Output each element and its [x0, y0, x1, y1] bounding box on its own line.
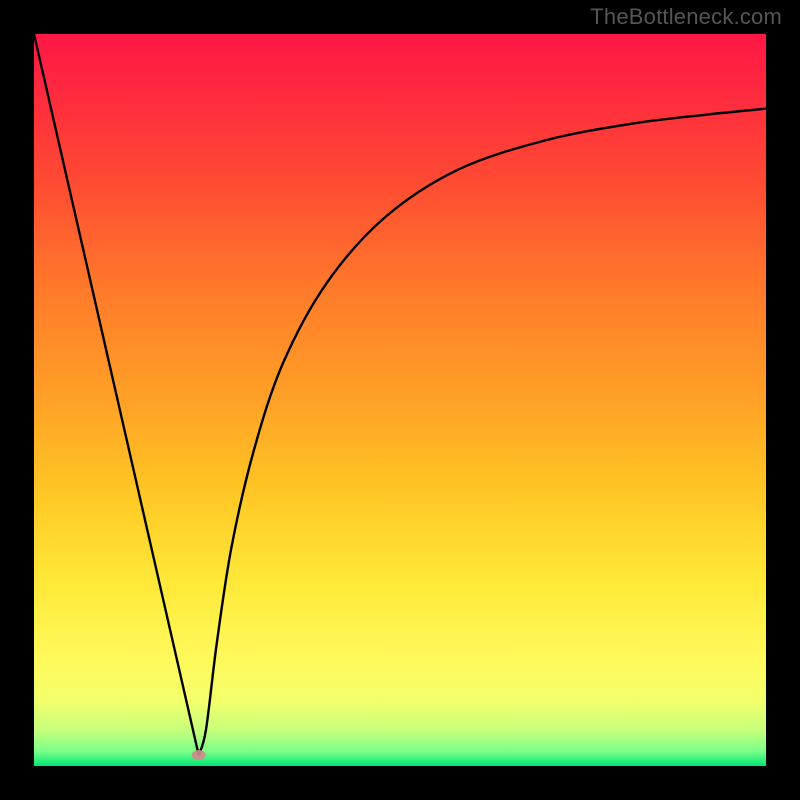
- minimum-marker: [192, 750, 206, 760]
- plot-area: [34, 34, 766, 766]
- bottleneck-curve: [34, 34, 766, 766]
- curve-path: [34, 34, 766, 755]
- chart-container: TheBottleneck.com: [0, 0, 800, 800]
- watermark-text: TheBottleneck.com: [590, 4, 782, 30]
